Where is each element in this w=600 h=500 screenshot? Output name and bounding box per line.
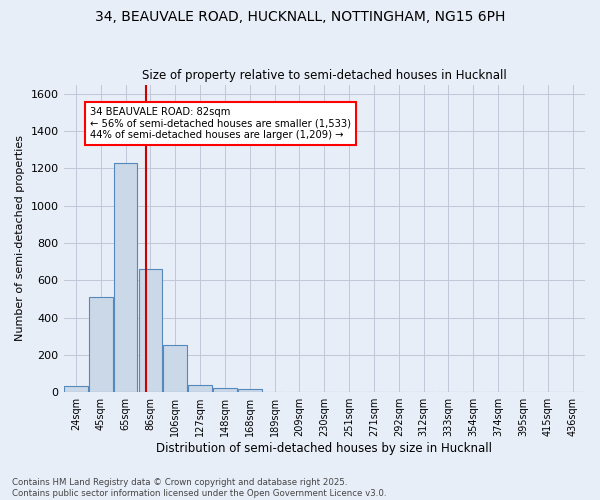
Text: 34 BEAUVALE ROAD: 82sqm
← 56% of semi-detached houses are smaller (1,533)
44% of: 34 BEAUVALE ROAD: 82sqm ← 56% of semi-de… [89,107,350,140]
Bar [188,385,212,392]
Y-axis label: Number of semi-detached properties: Number of semi-detached properties [15,136,25,342]
Bar [163,344,187,392]
Title: Size of property relative to semi-detached houses in Hucknall: Size of property relative to semi-detach… [142,69,506,82]
Bar [89,297,113,392]
Text: Contains HM Land Registry data © Crown copyright and database right 2025.
Contai: Contains HM Land Registry data © Crown c… [12,478,386,498]
X-axis label: Distribution of semi-detached houses by size in Hucknall: Distribution of semi-detached houses by … [156,442,492,455]
Bar [114,163,137,392]
Bar [238,389,262,392]
Bar [213,388,237,392]
Bar [64,386,88,392]
Text: 34, BEAUVALE ROAD, HUCKNALL, NOTTINGHAM, NG15 6PH: 34, BEAUVALE ROAD, HUCKNALL, NOTTINGHAM,… [95,10,505,24]
Bar [139,269,162,392]
